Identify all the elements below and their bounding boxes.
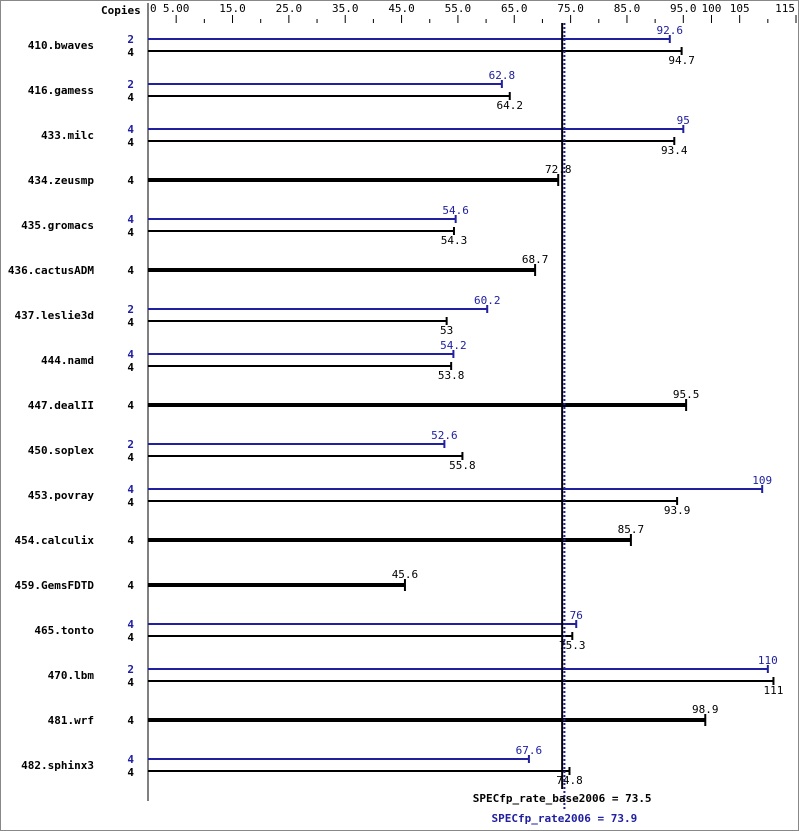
base-value-label: 53: [440, 324, 453, 337]
peak-copies: 2: [127, 303, 134, 316]
benchmark-label: 433.milc: [41, 129, 94, 142]
tick-label: 15.0: [219, 2, 246, 15]
base-value-label: 111: [764, 684, 784, 697]
base-copies: 4: [127, 316, 134, 329]
base-value-label: 72.8: [545, 163, 572, 176]
tick-label: 65.0: [501, 2, 528, 15]
peak-value-label: 54.6: [442, 204, 469, 217]
peak-copies: 2: [127, 663, 134, 676]
base-copies: 4: [127, 766, 134, 779]
peak-value-label: 92.6: [657, 24, 684, 37]
peak-value-label: 110: [758, 654, 778, 667]
benchmark-label: 444.namd: [41, 354, 94, 367]
base-copies: 4: [127, 631, 134, 644]
base-copies: 4: [127, 226, 134, 239]
benchmark-label: 450.soplex: [28, 444, 95, 457]
base-copies: 4: [127, 399, 134, 412]
base-copies: 4: [127, 714, 134, 727]
base-value-label: 64.2: [497, 99, 524, 112]
base-value-label: 93.9: [664, 504, 691, 517]
base-value-label: 74.8: [556, 774, 583, 787]
benchmark-label: 437.leslie3d: [15, 309, 94, 322]
benchmark-label: 447.dealII: [28, 399, 94, 412]
peak-value-label: 60.2: [474, 294, 501, 307]
tick-label: 35.0: [332, 2, 359, 15]
benchmark-label: 453.povray: [28, 489, 95, 502]
base-value-label: 94.7: [668, 54, 695, 67]
peak-copies: 4: [127, 213, 134, 226]
base-copies: 4: [127, 264, 134, 277]
base-copies: 4: [127, 361, 134, 374]
base-value-label: 93.4: [661, 144, 688, 157]
base-value-label: 53.8: [438, 369, 465, 382]
base-copies: 4: [127, 534, 134, 547]
peak-copies: 4: [127, 123, 134, 136]
benchmark-label: 454.calculix: [15, 534, 95, 547]
benchmark-label: 481.wrf: [48, 714, 94, 727]
base-copies: 4: [127, 496, 134, 509]
copies-header: Copies: [101, 4, 141, 17]
benchmark-label: 470.lbm: [48, 669, 95, 682]
peak-value-label: 109: [752, 474, 772, 487]
base-value-label: 68.7: [522, 253, 549, 266]
base-copies: 4: [127, 174, 134, 187]
peak-mean-label: SPECfp_rate2006 = 73.9: [492, 812, 638, 825]
base-copies: 4: [127, 91, 134, 104]
peak-copies: 4: [127, 618, 134, 631]
tick-label: 55.0: [445, 2, 472, 15]
peak-value-label: 76: [570, 609, 583, 622]
base-value-label: 55.8: [449, 459, 476, 472]
tick-label: 100: [702, 2, 722, 15]
peak-value-label: 67.6: [516, 744, 543, 757]
base-mean-label: SPECfp_rate_base2006 = 73.5: [473, 792, 652, 805]
tick-label: 5.00: [163, 2, 190, 15]
benchmark-label: 482.sphinx3: [21, 759, 94, 772]
tick-label: 0: [150, 2, 157, 15]
tick-label: 115: [775, 2, 795, 15]
peak-copies: 4: [127, 483, 134, 496]
base-value-label: 45.6: [392, 568, 419, 581]
peak-value-label: 62.8: [489, 69, 516, 82]
base-value-label: 85.7: [618, 523, 645, 536]
base-copies: 4: [127, 451, 134, 464]
tick-label: 105: [730, 2, 750, 15]
benchmark-label: 410.bwaves: [28, 39, 94, 52]
base-copies: 4: [127, 579, 134, 592]
base-value-label: 54.3: [441, 234, 468, 247]
benchmark-label: 435.gromacs: [21, 219, 94, 232]
benchmark-label: 416.gamess: [28, 84, 94, 97]
peak-copies: 4: [127, 348, 134, 361]
peak-copies: 2: [127, 438, 134, 451]
base-copies: 4: [127, 676, 134, 689]
benchmark-label: 465.tonto: [34, 624, 94, 637]
tick-label: 45.0: [388, 2, 415, 15]
tick-label: 25.0: [276, 2, 303, 15]
base-value-label: 98.9: [692, 703, 719, 716]
peak-copies: 2: [127, 33, 134, 46]
base-copies: 4: [127, 136, 134, 149]
base-value-label: 75.3: [559, 639, 586, 652]
benchmark-label: 436.cactusADM: [8, 264, 94, 277]
tick-label: 75.0: [557, 2, 584, 15]
peak-copies: 4: [127, 753, 134, 766]
base-copies: 4: [127, 46, 134, 59]
benchmark-label: 459.GemsFDTD: [15, 579, 95, 592]
peak-value-label: 95: [677, 114, 690, 127]
tick-label: 95.0: [670, 2, 697, 15]
peak-value-label: 52.6: [431, 429, 458, 442]
peak-copies: 2: [127, 78, 134, 91]
base-value-label: 95.5: [673, 388, 700, 401]
peak-value-label: 54.2: [440, 339, 467, 352]
benchmark-label: 434.zeusmp: [28, 174, 95, 187]
tick-label: 85.0: [614, 2, 641, 15]
